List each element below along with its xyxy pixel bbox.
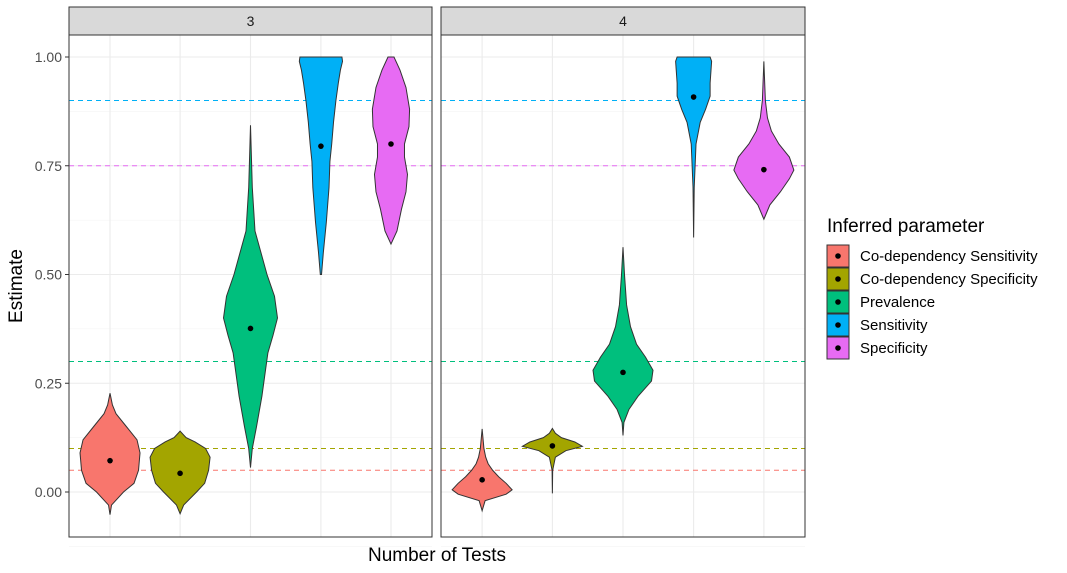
violin-co-dependency-specificity — [521, 427, 584, 494]
legend-key-point — [835, 299, 841, 305]
y-tick-label: 0.25 — [35, 375, 62, 391]
y-tick-label: 0.50 — [35, 267, 62, 283]
y-axis: 0.00 0.25 0.50 0.75 1.00 — [35, 49, 69, 500]
legend-key-point — [835, 276, 841, 282]
legend-key-point — [835, 253, 841, 259]
legend-key-point — [835, 322, 841, 328]
median-point — [107, 457, 113, 464]
median-point — [479, 477, 485, 483]
median-point — [761, 166, 767, 173]
median-point — [388, 141, 394, 147]
y-tick-label: 0.75 — [35, 158, 62, 174]
legend-label: Co-dependency Specificity — [860, 271, 1038, 288]
violin-specificity — [371, 56, 411, 246]
violin-sensitivity — [675, 56, 713, 238]
legend-label: Prevalence — [860, 294, 935, 311]
legend-key-point — [835, 345, 841, 351]
median-point — [620, 369, 626, 376]
panel-border — [68, 34, 433, 538]
legend-title: Inferred parameter — [827, 216, 985, 237]
facet-strip-label: 4 — [619, 13, 627, 29]
panel-border — [440, 34, 806, 538]
panel-4: 4 — [440, 6, 806, 547]
legend-item: Co-dependency Specificity — [826, 267, 1038, 291]
facet-strip-label: 3 — [247, 13, 255, 29]
median-point — [247, 325, 254, 332]
violin-prevalence — [222, 125, 279, 468]
y-axis-title: Estimate — [6, 249, 27, 323]
legend: Inferred parameter Co-dependency Sensiti… — [826, 216, 1038, 360]
legend-item: Sensitivity — [826, 313, 928, 337]
violin-co-dependency-sensitivity — [451, 428, 513, 513]
median-point — [318, 143, 324, 149]
violin-specificity — [733, 61, 795, 221]
median-point — [690, 94, 697, 100]
y-tick-label: 0.00 — [35, 484, 62, 500]
panel-3: 3 — [68, 6, 433, 547]
facet-strip — [68, 6, 433, 36]
violin-sensitivity — [298, 56, 344, 275]
legend-item: Co-dependency Sensitivity — [826, 244, 1038, 268]
violin-co-dependency-sensitivity — [79, 393, 141, 515]
median-point — [177, 470, 183, 477]
x-axis-title: Number of Tests — [368, 545, 506, 566]
legend-label: Sensitivity — [860, 317, 928, 334]
legend-item: Prevalence — [826, 290, 935, 314]
legend-item: Specificity — [826, 336, 928, 360]
median-point — [549, 443, 556, 449]
violin-prevalence — [592, 247, 654, 436]
legend-label: Co-dependency Sensitivity — [860, 248, 1038, 265]
y-tick-label: 1.00 — [35, 49, 62, 65]
legend-label: Specificity — [860, 340, 928, 357]
facet-strip — [440, 6, 806, 36]
